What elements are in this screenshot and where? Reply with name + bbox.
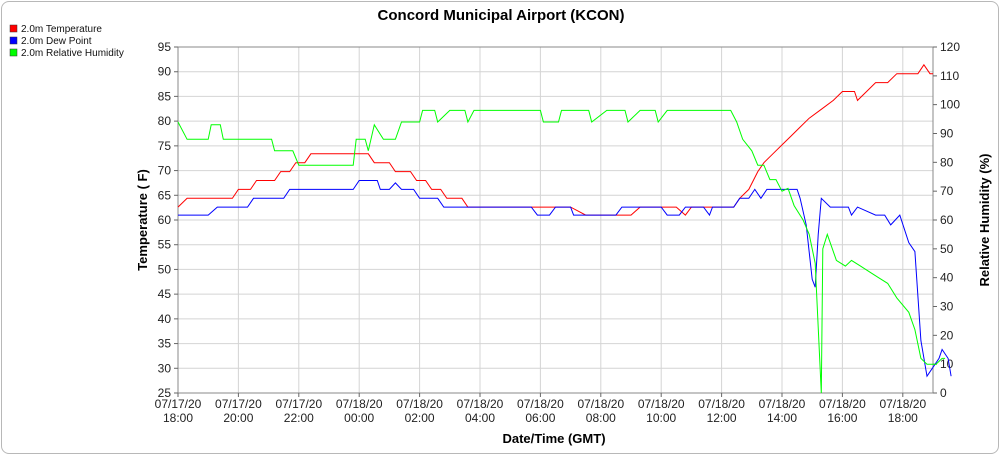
x-tick-time-label: 04:00 (465, 411, 495, 425)
y2-tick-label: 20 (940, 328, 954, 342)
x-tick-date-label: 07/18/20 (396, 397, 443, 411)
x-tick-time-label: 08:00 (586, 411, 616, 425)
x-tick-time-label: 18:00 (163, 411, 193, 425)
legend-label: 2.0m Dew Point (21, 36, 92, 47)
legend-swatch (9, 24, 18, 33)
y-axis-ticks: 25 30 35 40 45 50 55 60 65 70 75 80 85 90 95 (158, 40, 178, 400)
x-tick-date-label: 07/18/20 (638, 397, 685, 411)
x-tick-time-label: 20:00 (223, 411, 253, 425)
y-tick-label: 40 (158, 312, 172, 326)
x-tick-date-label: 07/17/20 (155, 397, 202, 411)
legend-swatch (9, 36, 18, 45)
y-tick-label: 75 (158, 139, 172, 153)
x-tick-date-label: 07/18/20 (819, 397, 866, 411)
series-line-0 (177, 63, 933, 216)
x-tick-time-label: 22:00 (284, 411, 314, 425)
x-tick-date-label: 07/18/20 (577, 397, 624, 411)
x-tick-time-label: 18:00 (888, 411, 918, 425)
x-tick-time-label: 02:00 (405, 411, 435, 425)
y2-tick-label: 30 (940, 300, 954, 314)
y-tick-label: 80 (158, 114, 172, 128)
y2-tick-label: 80 (940, 155, 954, 169)
y2-tick-label: 40 (940, 271, 954, 285)
y2-axis-title: Relative Humidity (%) (977, 154, 992, 287)
y-tick-label: 50 (158, 262, 172, 276)
y-tick-label: 85 (158, 89, 172, 103)
y-tick-label: 90 (158, 65, 172, 79)
legend-label: 2.0m Relative Humidity (21, 48, 124, 59)
y-tick-label: 70 (158, 164, 172, 178)
y-tick-label: 95 (158, 40, 172, 54)
y-tick-label: 60 (158, 213, 172, 227)
legend-swatch (9, 48, 18, 57)
x-tick-time-label: 10:00 (646, 411, 676, 425)
y2-tick-label: 0 (940, 386, 947, 400)
y2-tick-label: 110 (940, 69, 959, 83)
x-tick-date-label: 07/18/20 (517, 397, 564, 411)
x-tick-date-label: 07/18/20 (879, 397, 926, 411)
y2-tick-label: 50 (940, 242, 954, 256)
y2-tick-label: 100 (940, 98, 960, 112)
x-tick-date-label: 07/18/20 (759, 397, 806, 411)
series-lines (177, 63, 952, 394)
chart-title: Concord Municipal Airport (KCON) (378, 7, 625, 24)
y-tick-label: 35 (158, 337, 172, 351)
y-axis-title: Temperature ( F) (135, 169, 150, 271)
y-tick-label: 30 (158, 361, 172, 375)
x-tick-date-label: 07/18/20 (336, 397, 383, 411)
y-tick-label: 55 (158, 238, 172, 252)
y-tick-label: 45 (158, 287, 172, 301)
y2-tick-label: 70 (940, 184, 954, 198)
x-tick-date-label: 07/18/20 (457, 397, 504, 411)
y2-tick-label: 120 (940, 40, 960, 54)
x-tick-date-label: 07/17/20 (275, 397, 322, 411)
y2-tick-label: 10 (940, 357, 954, 371)
x-tick-time-label: 16:00 (827, 411, 857, 425)
y-tick-label: 65 (158, 188, 172, 202)
x-tick-time-label: 14:00 (767, 411, 797, 425)
x-tick-date-label: 07/17/20 (215, 397, 262, 411)
x-tick-date-label: 07/18/20 (698, 397, 745, 411)
x-tick-time-label: 12:00 (707, 411, 737, 425)
y-tick-label: 25 (158, 386, 172, 400)
grid (177, 46, 933, 394)
y2-tick-label: 60 (940, 213, 954, 227)
y2-axis-ticks: 0 10 20 30 40 50 60 70 80 90 100 110 120 (933, 40, 960, 400)
x-tick-time-label: 00:00 (344, 411, 374, 425)
x-tick-time-label: 06:00 (525, 411, 555, 425)
x-axis-title: Date/Time (GMT) (502, 431, 605, 446)
x-axis-ticks: 07/17/2018:0007/17/2020:0007/17/2022:000… (155, 393, 926, 425)
y2-tick-label: 90 (940, 127, 954, 141)
legend-label: 2.0m Temperature (21, 24, 102, 35)
series-line-1 (178, 180, 952, 378)
series-line-2 (177, 109, 946, 394)
